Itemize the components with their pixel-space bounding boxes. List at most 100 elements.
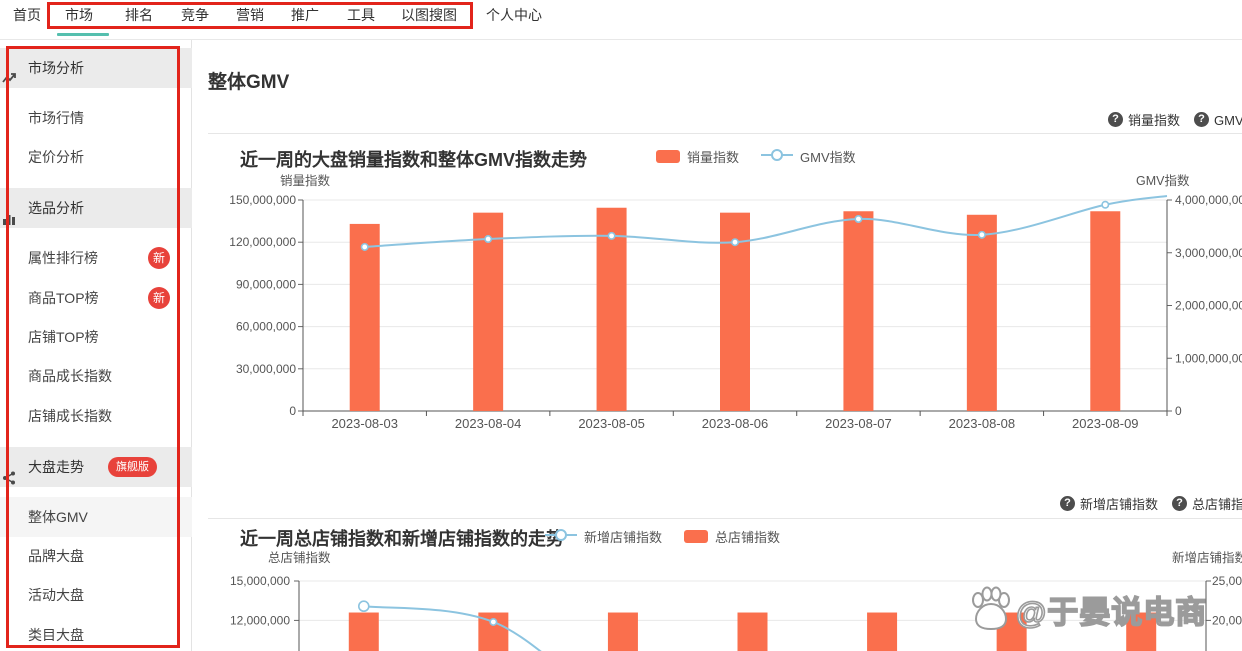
sidebar-item-2[interactable]: 市场行情 (0, 98, 192, 138)
sidebar-item-label: 店铺TOP榜 (28, 329, 99, 345)
nav-item-8[interactable]: 以图搜图 (401, 7, 457, 23)
svg-text:60,000,000: 60,000,000 (236, 320, 296, 334)
svg-text:2,000,000,000: 2,000,000,000 (1175, 299, 1242, 313)
line-point-5[interactable] (854, 214, 863, 223)
sidebar-item-label: 定价分析 (28, 149, 84, 165)
sidebar-item-12[interactable]: 品牌大盘 (0, 536, 192, 576)
svg-text:12,000,000: 12,000,000 (230, 613, 290, 627)
help-link-GMV指数[interactable]: ? GMV指数 (1194, 110, 1242, 129)
sidebar-item-14[interactable]: 类目大盘 (0, 615, 192, 651)
line-point-1[interactable] (360, 242, 369, 251)
nav-item-3[interactable]: 排名 (125, 7, 153, 23)
chart-2-help-links: ? 新增店铺指数? 总店铺指数 (1060, 494, 1242, 513)
legend-label: GMV指数 (800, 150, 856, 165)
sidebar-item-3[interactable]: 定价分析 (0, 137, 192, 177)
bar-6[interactable] (966, 214, 997, 411)
new-badge: 新 (148, 247, 170, 269)
sidebar-item-7[interactable]: 店铺TOP榜 (0, 317, 192, 357)
bar-2[interactable] (473, 212, 504, 411)
legend-bar-swatch (684, 530, 709, 543)
nav-active-underline (57, 33, 109, 36)
sidebar-item-13[interactable]: 活动大盘 (0, 575, 192, 615)
sidebar-item-8[interactable]: 商品成长指数 (0, 356, 192, 396)
nav-item-4[interactable]: 竞争 (181, 7, 209, 23)
sidebar-item-1[interactable]: 市场分析 (0, 48, 192, 88)
nav-item-1[interactable]: 首页 (13, 7, 41, 23)
card-divider (208, 518, 1242, 519)
svg-text:GMV指数: GMV指数 (1136, 173, 1190, 188)
svg-text:4,000,000,000: 4,000,000,000 (1175, 193, 1242, 207)
line-point-6[interactable] (977, 230, 986, 239)
bar-5[interactable] (867, 612, 898, 651)
help-link-销量指数[interactable]: ? 销量指数 (1108, 110, 1180, 129)
sidebar-item-label: 商品成长指数 (28, 368, 112, 384)
line-point-3[interactable] (607, 231, 616, 240)
nav-item-2[interactable]: 市场 (65, 7, 93, 23)
bar-chart-icon (2, 201, 16, 225)
question-mark-icon: ? (1172, 496, 1188, 511)
line-point-7[interactable] (1101, 200, 1110, 209)
help-link-新增店铺指数[interactable]: ? 新增店铺指数 (1060, 494, 1158, 513)
svg-text:0: 0 (289, 404, 296, 418)
svg-text:新增店铺指数: 新增店铺指数 (1172, 550, 1242, 565)
legend-item-GMV指数[interactable]: GMV指数 (761, 147, 856, 166)
line-point-2[interactable] (484, 235, 493, 244)
bar-1[interactable] (348, 612, 379, 651)
line-point-1[interactable] (357, 600, 370, 613)
legend-line-marker (761, 148, 794, 165)
chart-2-legend: 新增店铺指数 总店铺指数 (545, 527, 780, 546)
line-point-2[interactable] (489, 617, 498, 626)
chart-2-title: 近一周总店铺指数和新增店铺指数的走势 (240, 529, 564, 549)
legend-label: 销量指数 (687, 150, 740, 165)
sidebar-item-5[interactable]: 属性排行榜 新 (0, 238, 192, 278)
legend-item-新增店铺指数[interactable]: 新增店铺指数 (545, 527, 662, 546)
legend-bar-swatch (656, 150, 680, 163)
legend-item-销量指数[interactable]: 销量指数 (656, 147, 739, 166)
sidebar-item-4[interactable]: 选品分析 (0, 188, 192, 228)
top-nav: 首页 市场 排名 竞争 营销 推广 工具 以图搜图 个人中心 (0, 0, 1242, 40)
nav-item-5[interactable]: 营销 (236, 7, 264, 23)
bar-6[interactable] (996, 612, 1027, 651)
bar-1[interactable] (349, 223, 380, 411)
svg-text:1,000,000,000: 1,000,000,000 (1175, 351, 1242, 365)
card-divider (208, 133, 1242, 134)
legend-line-marker (545, 528, 577, 545)
line-point-4[interactable] (730, 238, 739, 247)
chart-1-help-links: ? 销量指数? GMV指数 (1108, 110, 1242, 129)
bar-5[interactable] (843, 211, 874, 411)
bar-7[interactable] (1090, 211, 1121, 411)
question-mark-icon: ? (1060, 496, 1075, 511)
svg-text:2023-08-09: 2023-08-09 (1072, 416, 1139, 431)
sidebar-item-label: 活动大盘 (28, 587, 84, 603)
help-link-label: 新增店铺指数 (1080, 497, 1159, 512)
svg-text:总店铺指数: 总店铺指数 (268, 550, 331, 565)
bar-7[interactable] (1126, 612, 1157, 651)
nav-item-7[interactable]: 工具 (347, 7, 375, 23)
help-link-label: 总店铺指数 (1192, 497, 1242, 512)
svg-text:2023-08-04: 2023-08-04 (455, 416, 521, 431)
nav-item-6[interactable]: 推广 (291, 7, 319, 23)
sidebar-item-6[interactable]: 商品TOP榜 新 (0, 278, 192, 318)
svg-text:15,000,000: 15,000,000 (230, 574, 290, 588)
chart-2-plot[interactable]: 总店铺指数新增店铺指数15,000,00012,000,0009,000,000… (200, 548, 1242, 651)
sidebar-item-9[interactable]: 店铺成长指数 (0, 396, 192, 436)
help-link-label: 销量指数 (1128, 113, 1181, 128)
svg-text:30,000,000: 30,000,000 (236, 362, 296, 376)
bar-3[interactable] (596, 207, 627, 411)
sidebar-item-label: 选品分析 (28, 200, 84, 216)
nav-item-9[interactable]: 个人中心 (486, 7, 542, 23)
trend-line-icon (2, 61, 16, 83)
svg-text:120,000,000: 120,000,000 (229, 235, 296, 249)
question-mark-icon: ? (1194, 112, 1210, 127)
svg-text:2023-08-08: 2023-08-08 (949, 416, 1016, 431)
page-title: 整体GMV (208, 72, 290, 93)
sidebar-item-label: 整体GMV (28, 509, 88, 525)
sidebar-item-11[interactable]: 整体GMV (0, 497, 192, 537)
legend-item-总店铺指数[interactable]: 总店铺指数 (684, 527, 780, 546)
help-link-总店铺指数[interactable]: ? 总店铺指数 (1172, 494, 1242, 513)
bar-3[interactable] (607, 612, 638, 651)
sidebar-item-10[interactable]: 大盘走势 旗舰版 (0, 447, 192, 487)
flagship-badge: 旗舰版 (108, 457, 157, 477)
chart-1-plot[interactable]: 销量指数 GMV指数 150,000,000 120,000,000 90,000,00… (200, 170, 1242, 451)
bar-4[interactable] (737, 612, 768, 651)
